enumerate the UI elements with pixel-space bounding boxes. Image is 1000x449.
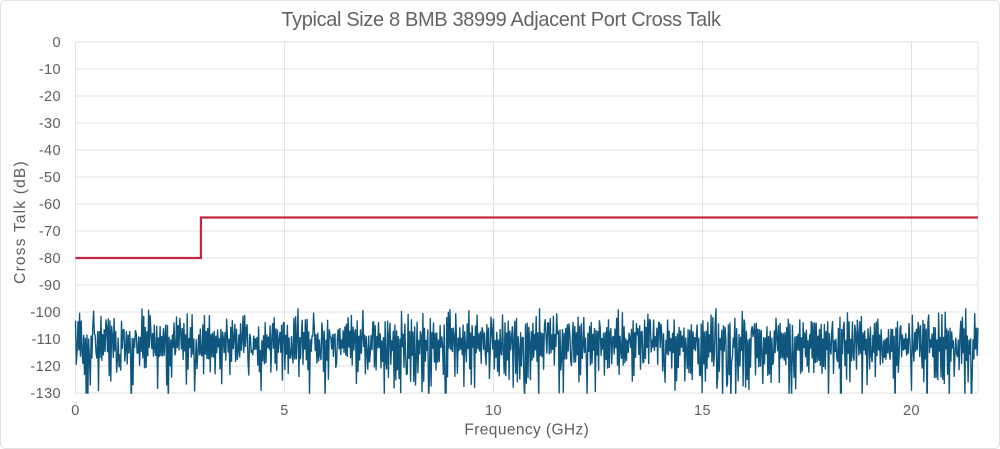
svg-text:0: 0	[53, 35, 61, 51]
svg-text:-50: -50	[39, 170, 61, 186]
svg-text:-10: -10	[39, 62, 61, 78]
svg-text:Frequency (GHz): Frequency (GHz)	[464, 422, 589, 439]
svg-text:-80: -80	[39, 251, 61, 267]
svg-text:-30: -30	[39, 116, 61, 132]
svg-text:-40: -40	[39, 143, 61, 159]
svg-text:0: 0	[71, 403, 79, 419]
svg-text:-70: -70	[39, 224, 61, 240]
svg-text:15: 15	[694, 403, 711, 419]
svg-text:-110: -110	[31, 332, 61, 348]
svg-text:-20: -20	[39, 89, 61, 105]
svg-text:-60: -60	[39, 197, 61, 213]
svg-text:5: 5	[280, 403, 288, 419]
svg-text:-90: -90	[39, 278, 61, 294]
svg-text:-120: -120	[30, 359, 61, 375]
svg-text:20: 20	[903, 403, 920, 419]
svg-text:10: 10	[485, 403, 502, 419]
svg-text:-100: -100	[30, 305, 61, 321]
svg-text:Typical Size 8 BMB 38999 Adjac: Typical Size 8 BMB 38999 Adjacent Port C…	[281, 9, 722, 31]
svg-text:-130: -130	[30, 386, 61, 402]
svg-text:Cross Talk (dB): Cross Talk (dB)	[12, 160, 29, 284]
